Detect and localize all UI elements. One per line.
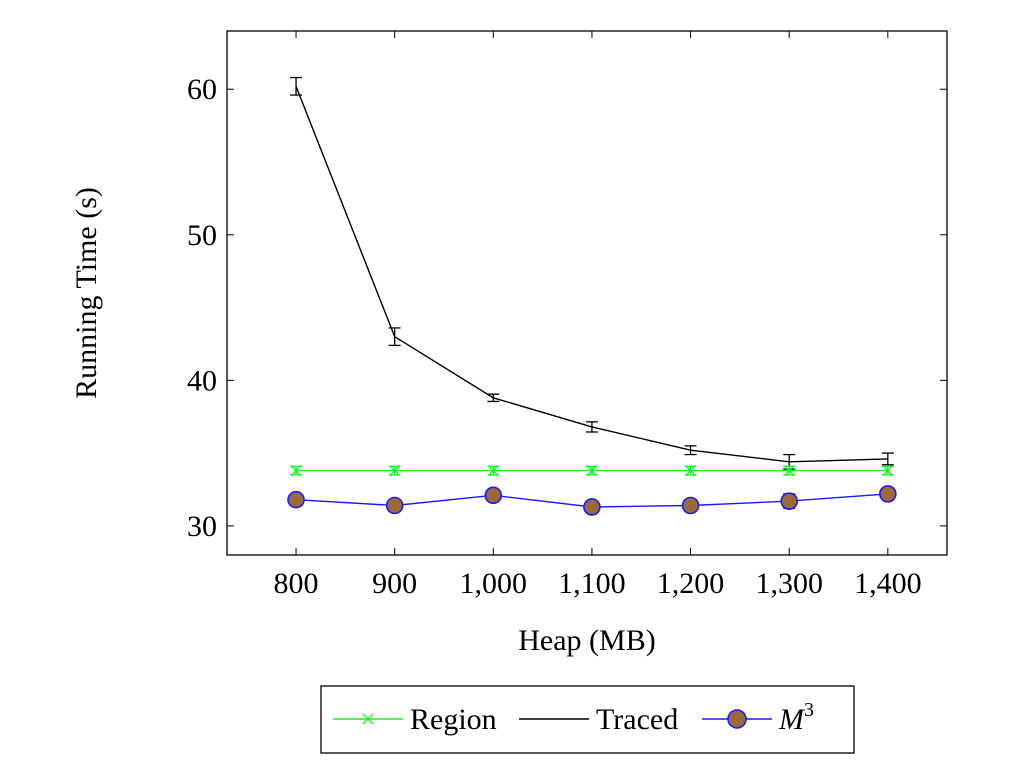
- legend-label-region: Region: [410, 703, 497, 736]
- legend: Region Traced M3: [320, 685, 855, 754]
- data-point-m3: [287, 490, 305, 509]
- legend-marker-m3: [727, 709, 747, 729]
- data-point-m3: [879, 485, 897, 503]
- data-point-m3: [681, 496, 700, 515]
- data-point-m3: [583, 498, 601, 516]
- data-point-m3: [385, 496, 404, 515]
- y-tick-label: 30: [187, 510, 217, 543]
- y-tick-label: 40: [187, 364, 217, 397]
- data-point-region: [685, 465, 697, 477]
- legend-marker-region: [362, 713, 374, 725]
- x-axis-label: Heap (MB): [518, 624, 655, 657]
- plot-frame: [226, 30, 948, 556]
- legend-label-m3-superscript: 3: [804, 699, 814, 721]
- x-tick-label: 800: [274, 567, 319, 600]
- data-point-region: [783, 465, 795, 477]
- series-line-traced: [295, 86, 888, 463]
- x-tick-label: 1,100: [558, 567, 626, 600]
- data-point-m3: [780, 492, 798, 510]
- y-tick-label: 50: [187, 219, 217, 252]
- legend-label-m3: M3: [778, 699, 814, 736]
- x-tick-label: 1,200: [657, 567, 725, 600]
- data-point-region: [290, 465, 302, 477]
- x-axis-ticks: 800 900 1,000 1,100 1,200 1,300 1,400: [274, 31, 922, 600]
- y-axis-label: Running Time (s): [70, 187, 103, 399]
- y-tick-label: 60: [187, 73, 217, 106]
- data-point-region: [487, 465, 499, 477]
- y-axis-ticks: 30 40 50 60: [187, 73, 947, 543]
- data-point-region: [586, 465, 598, 477]
- x-tick-label: 900: [372, 567, 417, 600]
- x-tick-label: 1,000: [460, 567, 528, 600]
- x-tick-label: 1,300: [755, 567, 823, 600]
- data-point-m3: [484, 486, 503, 505]
- series-layer: [287, 76, 897, 516]
- x-tick-label: 1,400: [854, 567, 922, 600]
- data-point-region: [882, 465, 894, 477]
- legend-label-traced: Traced: [596, 703, 678, 736]
- data-point-region: [389, 465, 401, 477]
- legend-items: [333, 709, 772, 729]
